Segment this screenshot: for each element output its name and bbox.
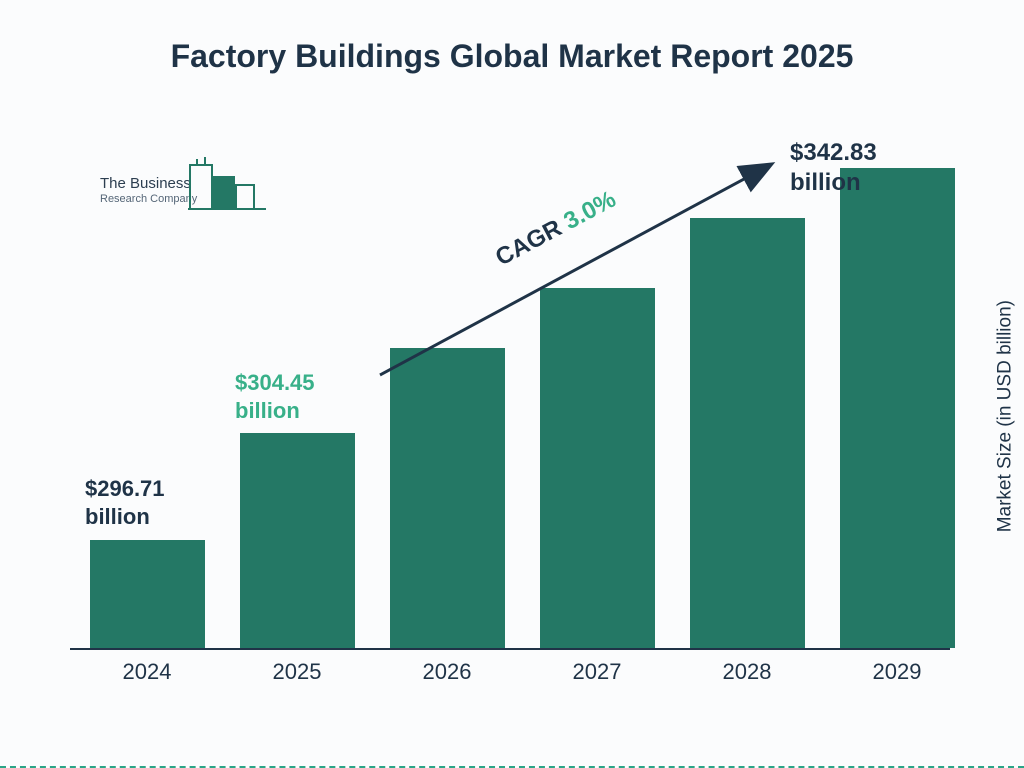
xlabel-2025: 2025 bbox=[237, 659, 357, 685]
plot-area: 2024 2025 2026 2027 2028 2029 $296.71 bi… bbox=[70, 120, 950, 690]
cagr-value: 3.0% bbox=[559, 186, 620, 236]
chart-container: Factory Buildings Global Market Report 2… bbox=[0, 0, 1024, 768]
cagr-label: CAGR 3.0% bbox=[491, 186, 621, 273]
value-label-2024: $296.71 billion bbox=[85, 475, 165, 530]
bar-2024 bbox=[90, 540, 205, 648]
xlabel-2027: 2027 bbox=[537, 659, 657, 685]
value-unit: billion bbox=[235, 398, 300, 423]
xlabel-2029: 2029 bbox=[837, 659, 957, 685]
cagr-text: CAGR bbox=[491, 214, 566, 271]
y-axis-label: Market Size (in USD billion) bbox=[994, 300, 1016, 532]
value-label-2029: $342.83 billion bbox=[790, 138, 950, 198]
value-amount: $304.45 bbox=[235, 370, 315, 395]
bar-2027 bbox=[540, 288, 655, 648]
xlabel-2026: 2026 bbox=[387, 659, 507, 685]
value-amount: $296.71 bbox=[85, 476, 165, 501]
bar-2028 bbox=[690, 218, 805, 648]
xlabel-2028: 2028 bbox=[687, 659, 807, 685]
chart-title: Factory Buildings Global Market Report 2… bbox=[0, 38, 1024, 75]
bar-2029 bbox=[840, 168, 955, 648]
xlabel-2024: 2024 bbox=[87, 659, 207, 685]
bar-2025 bbox=[240, 433, 355, 648]
value-label-2025: $304.45 billion bbox=[235, 369, 315, 424]
x-axis-baseline bbox=[70, 648, 950, 650]
value-unit: billion bbox=[85, 504, 150, 529]
bar-2026 bbox=[390, 348, 505, 648]
